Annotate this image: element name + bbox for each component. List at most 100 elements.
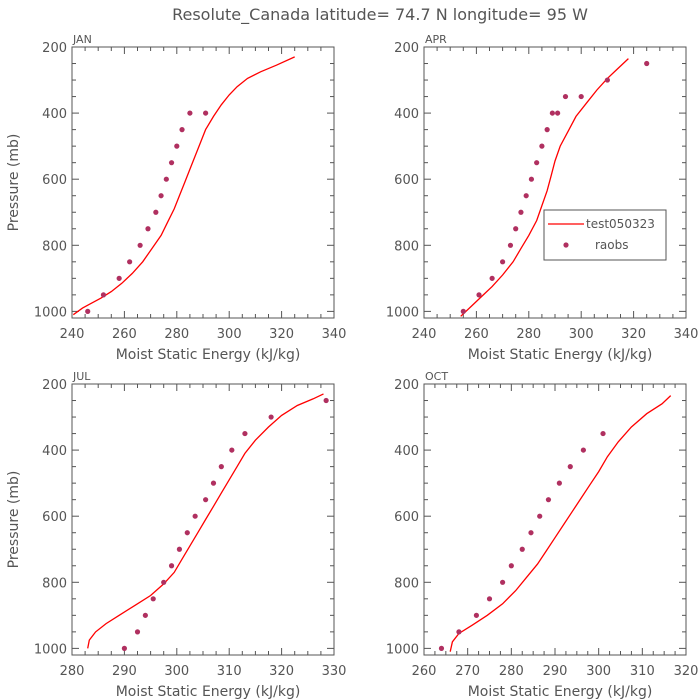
x-tick-label: 280 [499, 664, 524, 679]
obs-point [489, 275, 495, 281]
x-tick-label: 260 [412, 664, 437, 679]
legend: test050323 raobs [543, 209, 667, 261]
obs-point [218, 464, 224, 470]
obs-point [500, 259, 506, 265]
obs-point [176, 546, 183, 552]
obs-point [519, 546, 525, 552]
y-tick-label: 1000 [386, 305, 419, 320]
x-axis-title: Moist Static Energy (kJ/kg) [468, 347, 653, 363]
obs-point [179, 127, 185, 133]
obs-point [500, 579, 506, 585]
obs-point [163, 176, 169, 182]
y-tick-label: 400 [394, 444, 419, 459]
x-tick-label: 300 [164, 664, 189, 679]
obs-point [438, 645, 445, 651]
obs-point [473, 612, 479, 618]
obs-point [150, 596, 156, 602]
model-line [87, 393, 324, 649]
obs-point [184, 530, 190, 536]
y-tick-label: 800 [42, 576, 67, 591]
plot-frame [423, 383, 687, 656]
x-tick-label: 320 [269, 327, 294, 342]
obs-point [562, 93, 569, 100]
y-tick-label: 200 [394, 378, 419, 393]
obs-point [242, 430, 248, 437]
obs-point [513, 226, 519, 232]
obs-point [534, 160, 540, 166]
obs-point [134, 629, 141, 635]
x-tick-label: 340 [674, 327, 699, 342]
obs-point [600, 430, 606, 437]
y-tick-label: 400 [394, 107, 419, 122]
obs-point [644, 60, 650, 67]
obs-point [518, 209, 524, 215]
legend-obs-label: raobs [595, 238, 629, 252]
obs-point [100, 292, 107, 298]
x-tick-label: 310 [217, 664, 242, 679]
y-tick-label: 1000 [386, 642, 419, 657]
panel-jan: 240 260 280 300 320 340 200 400 600 800 1000 JAN Moi… [6, 33, 346, 363]
obs-point [268, 414, 274, 420]
legend-obs-swatch [563, 242, 569, 248]
obs-point [537, 513, 543, 519]
panel-label: JUL [72, 370, 91, 383]
obs-point [580, 447, 586, 453]
plot-frame [71, 383, 335, 656]
obs-point [174, 143, 180, 149]
x-tick-label: 260 [112, 327, 137, 342]
model-line [449, 395, 672, 652]
y-axis-title: Pressure (mb) [6, 134, 22, 232]
model-line [72, 56, 295, 316]
obs-point [116, 275, 122, 281]
x-tick-label: 330 [322, 664, 347, 679]
obs-point [544, 127, 550, 133]
obs-point [85, 308, 91, 314]
x-tick-label: 320 [621, 327, 646, 342]
y-tick-label: 800 [394, 239, 419, 254]
obs-point [153, 209, 159, 215]
obs-point [161, 579, 167, 585]
panel-label: APR [425, 33, 447, 46]
x-tick-label: 270 [455, 664, 480, 679]
obs-point [158, 193, 164, 199]
chart-title: Resolute_Canada latitude= 74.7 N longitu… [172, 5, 588, 25]
obs-point [168, 160, 175, 166]
y-tick-label: 600 [42, 510, 67, 525]
obs-point [187, 110, 193, 116]
legend-model-label: test050323 [586, 217, 655, 231]
y-tick-label: 600 [42, 173, 67, 188]
panel-jul: 280 290 300 310 320 330 200 400 600 800 1000 JUL Moi… [6, 370, 346, 700]
obs-point [528, 530, 534, 536]
x-tick-label: 240 [412, 327, 437, 342]
obs-point [323, 397, 329, 404]
x-axis-title: Moist Static Energy (kJ/kg) [468, 684, 653, 700]
x-tick-label: 280 [60, 664, 85, 679]
y-tick-label: 1000 [34, 305, 67, 320]
obs-point [121, 645, 127, 651]
x-tick-label: 300 [569, 327, 594, 342]
x-tick-label: 290 [112, 664, 137, 679]
obs-point [127, 259, 133, 265]
x-tick-label: 280 [516, 327, 541, 342]
obs-point [168, 563, 175, 569]
obs-point [523, 193, 529, 199]
panels: 240 260 280 300 320 340 200 400 600 800 1000 JAN Moi… [6, 33, 698, 700]
obs-point [578, 93, 584, 100]
x-tick-label: 310 [630, 664, 655, 679]
x-tick-label: 320 [674, 664, 699, 679]
obs-point [486, 596, 493, 602]
y-tick-label: 600 [394, 510, 419, 525]
x-tick-label: 290 [543, 664, 568, 679]
panel-label: OCT [425, 370, 448, 383]
model-line [460, 58, 629, 317]
obs-point [137, 242, 143, 248]
panel-oct: 260 270 280 290 300 310 320 200 400 600 800 1000 OCT… [386, 370, 699, 700]
obs-point [604, 77, 611, 83]
x-axis-title: Moist Static Energy (kJ/kg) [116, 347, 301, 363]
panel-apr: 240 260 280 300 320 340 200 400 600 800 1000 APR Moi… [386, 33, 699, 363]
obs-point [460, 308, 466, 314]
plot-frame [71, 46, 335, 319]
obs-point [556, 480, 562, 486]
y-tick-label: 800 [394, 576, 419, 591]
